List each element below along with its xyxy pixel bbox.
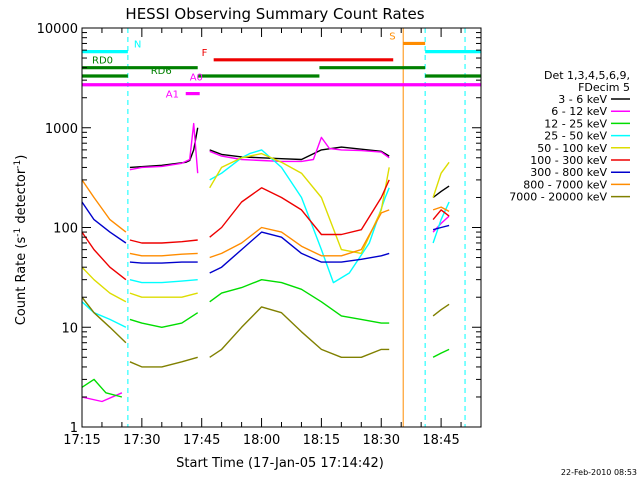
y-axis-label-main: Count Rate (s <box>14 237 29 326</box>
y-axis-label-mid: detector <box>14 168 29 228</box>
x-tick-label-18-15: 18:15 <box>303 433 340 448</box>
series-300-800-kev-segment-3 <box>432 224 450 231</box>
x-tick-label-17-15: 17:15 <box>63 433 100 448</box>
series-6-12-kev-segment-1 <box>129 122 199 174</box>
series-100-300-kev-segment-2 <box>209 179 390 238</box>
series-300-800-kev-segment-2 <box>209 231 390 274</box>
series-25-50-kev-segment-2 <box>209 149 390 284</box>
legend-entry-12-25-kev: 12 - 25 keV <box>544 117 630 130</box>
series-800-7000-kev-segment-2 <box>209 209 390 259</box>
series-25-50-kev-segment-1 <box>129 279 198 284</box>
legend-entry-7000-20000-kev: 7000 - 20000 keV <box>509 191 630 204</box>
legend-entry-800-7000-kev: 800 - 7000 keV <box>523 178 630 191</box>
legend-label: 3 - 6 keV <box>558 93 607 106</box>
legend-entry-6-12-kev: 6 - 12 keV <box>551 105 630 118</box>
y-tick-label-1: 1 <box>70 421 78 436</box>
legend-entry-100-300-kev: 100 - 300 keV <box>530 154 630 167</box>
series-800-7000-kev-segment-3 <box>432 206 450 213</box>
x-axis-label: Start Time (17-Jan-05 17:14:42) <box>176 456 384 471</box>
flag-label-a1: A1 <box>166 90 179 101</box>
y-axis-label-sup2: -1 <box>13 160 23 169</box>
x-tick-label-17-45: 17:45 <box>183 433 220 448</box>
x-tick-label-17-30: 17:30 <box>123 433 160 448</box>
series-12-25-kev-segment-3 <box>432 348 450 358</box>
series-12-25-kev-segment-2 <box>209 279 390 324</box>
plot-content <box>82 28 481 427</box>
legend-header-line2: FDecim 5 <box>578 81 630 94</box>
legend-header-line1: Det 1,3,4,5,6,9, <box>544 69 630 82</box>
series-3-6-kev-segment-2 <box>432 185 450 199</box>
legend-entry-3-6-kev: 3 - 6 keV <box>558 93 630 106</box>
series-50-100-kev-segment-3 <box>432 161 450 198</box>
series-25-50-kev-segment-3 <box>432 201 450 244</box>
series-50-100-kev-segment-2 <box>209 152 390 255</box>
legend-label: 300 - 800 keV <box>530 166 607 179</box>
series-25-50-kev-segment-0 <box>82 301 127 328</box>
series-6-12-kev-segment-2 <box>209 136 390 163</box>
y-tick-label-100: 100 <box>53 222 78 237</box>
footer-timestamp: 22-Feb-2010 08:53 <box>561 468 637 477</box>
axes: 1 10 100 1000 10000 17:15 17:30 17:45 18:00 18:15… <box>37 22 482 448</box>
y-tick-label-1000: 1000 <box>45 122 78 137</box>
flag-label-s: S <box>389 31 395 42</box>
flag-label-rd0: RD0 <box>92 56 113 67</box>
legend-label: 50 - 100 keV <box>537 142 607 155</box>
flag-label-a0: A0 <box>190 73 203 84</box>
series-7000-20000-kev-segment-3 <box>432 303 450 317</box>
series-100-300-kev-segment-0 <box>82 231 127 281</box>
series-7000-20000-kev-segment-1 <box>129 356 198 368</box>
series-100-300-kev-segment-3 <box>432 209 450 221</box>
series-3-6-kev-segment-0 <box>129 127 199 169</box>
y-axis-label-end: ) <box>14 155 29 160</box>
legend-label: 6 - 12 keV <box>551 105 607 118</box>
series-100-300-kev-segment-1 <box>129 239 198 244</box>
x-tick-label-18-00: 18:00 <box>243 433 280 448</box>
series-300-800-kev-segment-1 <box>129 261 198 264</box>
series-3-6-kev-segment-1 <box>209 146 390 161</box>
plot-area: N S F RD0 RD6 A0 A1 <box>82 28 481 427</box>
legend-label: 7000 - 20000 keV <box>509 191 607 204</box>
y-tick-label-10: 10 <box>61 321 78 336</box>
y-axis-label-sup1: -1 <box>13 228 23 237</box>
legend-entry-300-800-kev: 300 - 800 keV <box>530 166 630 179</box>
legend-label: 12 - 25 keV <box>544 117 607 130</box>
series-12-25-kev-segment-1 <box>129 312 199 328</box>
legend-label: 800 - 7000 keV <box>523 178 607 191</box>
flag-label-rd6: RD6 <box>151 66 172 77</box>
y-axis-label: Count Rate (s-1 detector-1) <box>13 155 29 326</box>
series-50-100-kev-segment-0 <box>82 266 127 303</box>
legend-label: 100 - 300 keV <box>530 154 607 167</box>
series-6-12-kev-segment-0 <box>82 392 123 403</box>
series-50-100-kev-segment-1 <box>129 292 198 298</box>
chart-title: HESSI Observing Summary Count Rates <box>125 5 424 23</box>
y-tick-label-10000: 10000 <box>37 22 78 37</box>
series-7000-20000-kev-segment-0 <box>82 296 127 344</box>
x-tick-label-18-30: 18:30 <box>363 433 400 448</box>
legend-entry-50-100-kev: 50 - 100 keV <box>537 142 630 155</box>
series-12-25-kev-segment-0 <box>82 378 123 398</box>
legend-label: 25 - 50 keV <box>544 130 607 143</box>
series-7000-20000-kev-segment-2 <box>209 306 390 358</box>
legend-entry-25-50-kev: 25 - 50 keV <box>544 130 630 143</box>
series-800-7000-kev-segment-0 <box>82 179 127 233</box>
flag-label-n: N <box>134 40 141 51</box>
x-tick-label-18-45: 18:45 <box>422 433 459 448</box>
series-300-800-kev-segment-0 <box>82 201 127 244</box>
flag-label-f: F <box>202 48 208 59</box>
series-800-7000-kev-segment-1 <box>129 252 198 257</box>
